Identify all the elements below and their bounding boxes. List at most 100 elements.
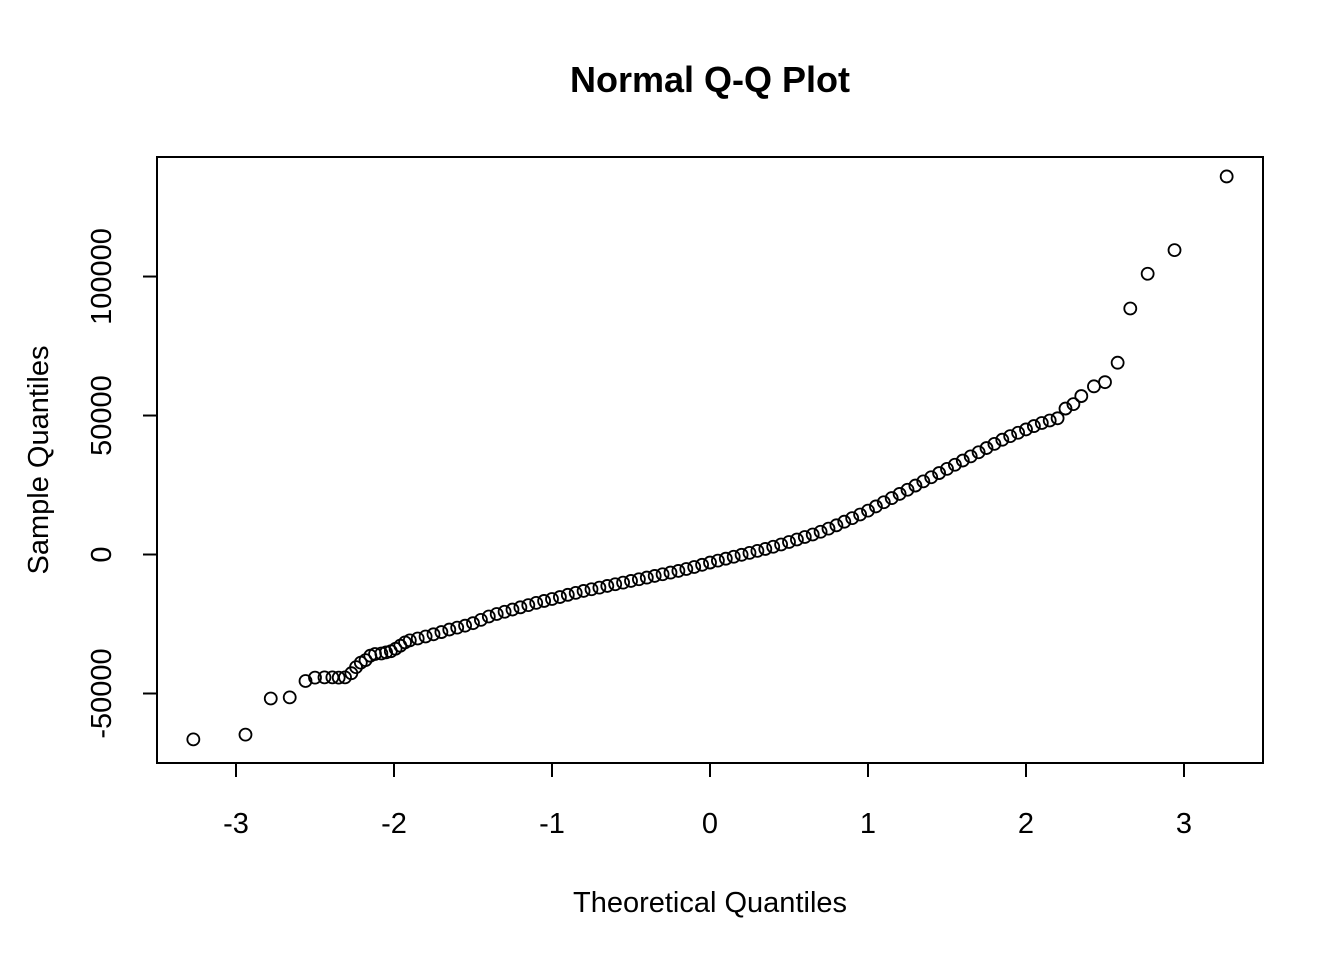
data-point: [466, 616, 480, 631]
data-point: [987, 436, 1002, 451]
chart-title: Normal Q-Q Plot: [570, 59, 850, 100]
x-tick-label: -1: [539, 808, 565, 840]
data-point: [813, 524, 828, 539]
x-tick-label: 2: [1018, 808, 1034, 840]
data-point: [410, 631, 425, 646]
data-point: [553, 590, 567, 604]
y-tick-label: 0: [86, 546, 118, 562]
data-point: [1098, 375, 1112, 390]
data-point: [726, 549, 741, 564]
data-point: [505, 602, 520, 617]
y-tick-label: -50000: [86, 648, 118, 738]
data-point: [821, 521, 836, 536]
data-point: [853, 507, 867, 522]
data-point: [458, 618, 473, 633]
data-point: [869, 499, 883, 514]
data-point: [742, 545, 757, 560]
data-point: [418, 629, 433, 644]
data-point: [308, 670, 322, 685]
data-point: [916, 474, 931, 489]
data-point: [560, 587, 575, 602]
data-point: [497, 604, 512, 619]
data-point: [734, 547, 749, 562]
data-point: [955, 453, 970, 468]
data-point: [358, 653, 373, 668]
data-point: [513, 600, 528, 615]
data-point: [876, 495, 891, 510]
data-point: [1050, 411, 1065, 426]
data-point: [186, 732, 201, 747]
data-point: [600, 579, 615, 593]
data-point: [971, 445, 986, 460]
data-point: [1074, 389, 1089, 403]
data-point: [426, 627, 441, 642]
data-point: [263, 691, 278, 706]
data-point: [845, 511, 860, 525]
data-point: [1042, 413, 1057, 428]
x-tick-label: 3: [1176, 808, 1192, 840]
data-point: [481, 609, 496, 624]
data-point: [718, 551, 733, 566]
data-point: [1167, 243, 1182, 258]
data-point: [758, 542, 773, 556]
data-point: [1110, 355, 1125, 370]
data-point: [900, 482, 915, 497]
y-axis: -50000 0 50000 100000: [86, 228, 157, 739]
data-point: [932, 466, 946, 480]
data-point: [892, 487, 907, 501]
data-point: [298, 674, 313, 688]
data-point: [349, 660, 363, 674]
data-point: [829, 518, 844, 533]
data-point: [805, 527, 820, 542]
data-point: [995, 432, 1010, 447]
data-point: [1027, 419, 1041, 433]
data-point: [592, 580, 607, 595]
data-point: [782, 535, 796, 549]
data-point: [576, 584, 591, 598]
data-point: [608, 577, 623, 592]
y-tick-label: 100000: [86, 228, 118, 325]
data-point: [908, 478, 923, 493]
data-point: [963, 449, 978, 464]
data-point: [703, 555, 717, 570]
data-point: [647, 569, 662, 583]
data-point: [624, 574, 638, 588]
data-point: [837, 514, 852, 529]
data-point: [545, 592, 559, 606]
x-axis-label: Theoretical Quantiles: [573, 887, 847, 919]
data-point: [521, 598, 536, 613]
data-point: [568, 585, 583, 600]
x-tick-label: -3: [223, 808, 249, 840]
data-point: [861, 503, 875, 518]
data-point: [537, 594, 551, 608]
data-point: [766, 539, 781, 554]
data-point: [402, 633, 417, 648]
data-point: [442, 622, 457, 637]
data-point: [639, 570, 654, 585]
data-point: [1066, 397, 1081, 412]
data-points: [186, 169, 1234, 747]
data-point: [1011, 425, 1025, 440]
data-point: [238, 727, 253, 742]
data-point: [1003, 429, 1018, 443]
data-point: [750, 544, 765, 558]
data-point: [616, 575, 630, 590]
data-point: [331, 670, 346, 685]
data-point: [940, 461, 954, 476]
data-point: [489, 607, 504, 621]
data-point: [687, 560, 702, 574]
data-point: [774, 537, 788, 552]
x-axis: -3 -2 -1 0 1 2 3: [223, 763, 1192, 840]
data-point: [1019, 422, 1033, 437]
data-point: [695, 557, 709, 572]
x-tick-label: -2: [381, 808, 407, 840]
data-point: [529, 595, 544, 610]
data-point: [434, 625, 449, 639]
data-point: [1123, 301, 1138, 316]
data-point: [1058, 401, 1073, 416]
data-point: [1219, 169, 1234, 184]
data-point: [655, 567, 670, 582]
data-point: [679, 562, 694, 576]
data-point: [663, 565, 678, 580]
